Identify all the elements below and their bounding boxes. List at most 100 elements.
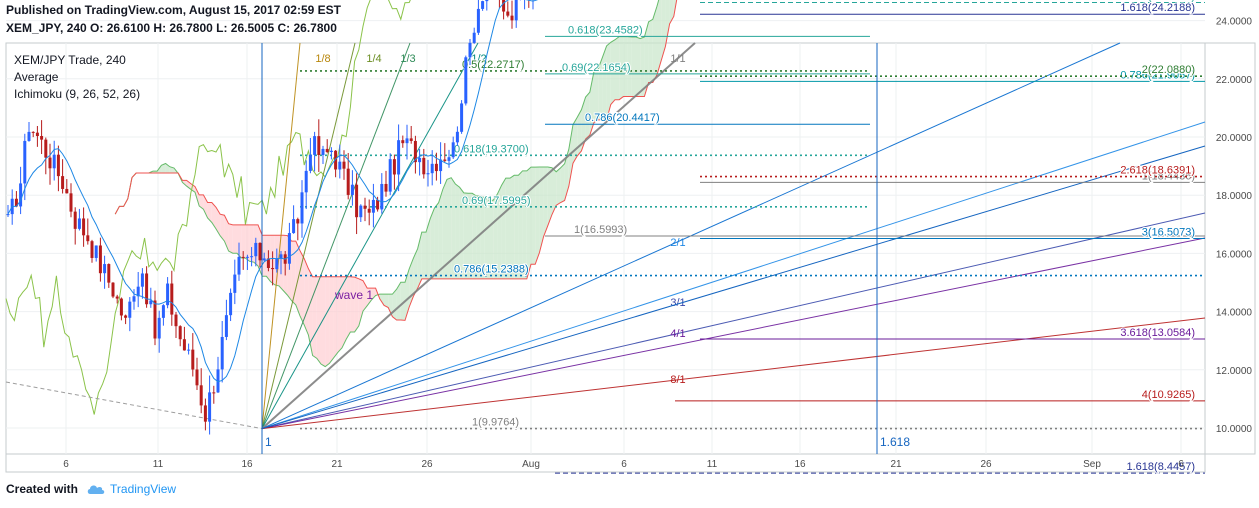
candle-body xyxy=(31,131,35,133)
candle-body xyxy=(413,140,417,163)
candle-body xyxy=(359,205,363,218)
fib-level-label: 0.69(17.5995) xyxy=(462,195,531,207)
x-tick-label: 11 xyxy=(707,459,718,470)
ichimoku-cloud-segment xyxy=(623,36,628,97)
ichimoku-cloud-segment xyxy=(245,224,250,262)
ichimoku-cloud-segment xyxy=(510,175,515,279)
ichimoku-cloud-segment xyxy=(610,39,615,105)
candle-body xyxy=(451,142,455,158)
candle-body xyxy=(405,138,409,144)
candle-body xyxy=(170,283,174,315)
ichimoku-cloud-segment xyxy=(652,6,657,83)
candle-body xyxy=(275,258,279,270)
x-tick-label: Sep xyxy=(1083,459,1101,470)
candle-body xyxy=(6,214,10,216)
x-tick-label: 6 xyxy=(63,459,69,470)
fib-level-label: 0.786(21.9057) xyxy=(1120,69,1195,81)
ichimoku-cloud-segment xyxy=(602,45,607,120)
gann-fan-label: 4/1 xyxy=(670,328,685,340)
candle-body xyxy=(317,136,321,155)
candle-body xyxy=(313,136,317,155)
ichimoku-cloud-segment xyxy=(648,19,653,83)
candle-body xyxy=(216,369,220,393)
candle-body xyxy=(342,161,346,169)
candle-body xyxy=(119,298,123,316)
candle-body xyxy=(325,148,329,153)
ichimoku-cloud-segment xyxy=(161,163,166,174)
candle-body xyxy=(161,305,165,318)
time-marker-label: 1.618 xyxy=(880,435,910,449)
ichimoku-cloud-segment xyxy=(497,185,502,279)
ichimoku-cloud-segment xyxy=(220,214,225,242)
ichimoku-cloud-segment xyxy=(493,194,498,279)
candle-body xyxy=(434,163,438,172)
ichimoku-cloud-segment xyxy=(388,294,393,317)
time-marker-label: 1 xyxy=(265,435,272,449)
ichimoku-cloud-segment xyxy=(640,36,645,97)
gann-fan-label: 1/8 xyxy=(315,53,330,65)
downtrend-dashed-line xyxy=(5,381,263,430)
candle-body xyxy=(371,199,375,213)
candle-body xyxy=(287,233,291,264)
x-tick-label: 6 xyxy=(621,459,627,470)
candle-body xyxy=(308,154,312,171)
ichimoku-cloud-segment xyxy=(472,193,477,279)
ichimoku-cloud-segment xyxy=(413,248,418,297)
ichimoku-cloud-segment xyxy=(321,276,326,367)
gann-fan-line xyxy=(261,317,1206,430)
candle-body xyxy=(426,173,430,175)
candle-body xyxy=(166,283,170,306)
candle-body xyxy=(115,296,119,299)
candle-body xyxy=(485,0,489,2)
candle-body xyxy=(418,157,422,163)
candle-body xyxy=(203,405,207,422)
candle-body xyxy=(61,176,65,189)
candle-body xyxy=(178,326,182,340)
candle-body xyxy=(103,264,107,274)
ichimoku-cloud-segment xyxy=(636,37,641,97)
candle-body xyxy=(136,286,140,297)
candle-body xyxy=(334,150,338,170)
ichimoku-lagging-span xyxy=(5,0,411,415)
ichimoku-cloud-segment xyxy=(476,196,481,279)
published-header: Published on TradingView.com, August 15,… xyxy=(6,3,341,17)
ichimoku-cloud-segment xyxy=(199,194,204,210)
ichimoku-cloud-segment xyxy=(400,282,405,321)
candle-body xyxy=(132,296,136,302)
ichimoku-cloud-segment xyxy=(405,268,410,321)
ichimoku-cloud-segment xyxy=(526,167,531,279)
ichimoku-cloud-segment xyxy=(531,167,536,265)
candle-body xyxy=(69,193,73,212)
ichimoku-cloud-segment xyxy=(543,167,548,237)
ichimoku-cloud-segment xyxy=(644,21,649,97)
candle-body xyxy=(140,273,144,287)
ichimoku-cloud-segment xyxy=(539,167,544,253)
ichimoku-cloud-segment xyxy=(421,232,426,279)
candle-body xyxy=(208,392,212,422)
tradingview-logo[interactable]: TradingView xyxy=(86,482,176,496)
gann-fan-line xyxy=(261,42,301,429)
ichimoku-cloud-segment xyxy=(216,207,221,236)
candle-body xyxy=(27,131,31,141)
ichimoku-cloud-segment xyxy=(434,202,439,279)
ichimoku-cloud-segment xyxy=(384,294,389,308)
candle-body xyxy=(237,256,241,275)
gann-fan-line xyxy=(261,212,1206,430)
fib-level-label: 0.618(19.3700) xyxy=(454,143,529,155)
fib-level-label: 0.618(23.4582) xyxy=(568,24,643,36)
ichimoku-cloud-segment xyxy=(207,202,212,223)
fib-level-label: 4(10.9265) xyxy=(1142,389,1195,401)
legend-study-average: Average xyxy=(14,70,59,84)
ichimoku-cloud-segment xyxy=(249,224,254,263)
candle-body xyxy=(153,300,157,339)
candle-body xyxy=(409,138,413,141)
ichimoku-cloud-segment xyxy=(627,36,632,97)
ichimoku-cloud-segment xyxy=(426,218,431,279)
ichimoku-cloud-segment xyxy=(442,179,447,279)
ichimoku-cloud-segment xyxy=(379,294,384,306)
ichimoku-cloud-segment xyxy=(430,208,435,279)
x-tick-label: 21 xyxy=(890,459,902,470)
gann-fan-label: 1/4 xyxy=(366,53,381,65)
candle-body xyxy=(128,301,132,318)
